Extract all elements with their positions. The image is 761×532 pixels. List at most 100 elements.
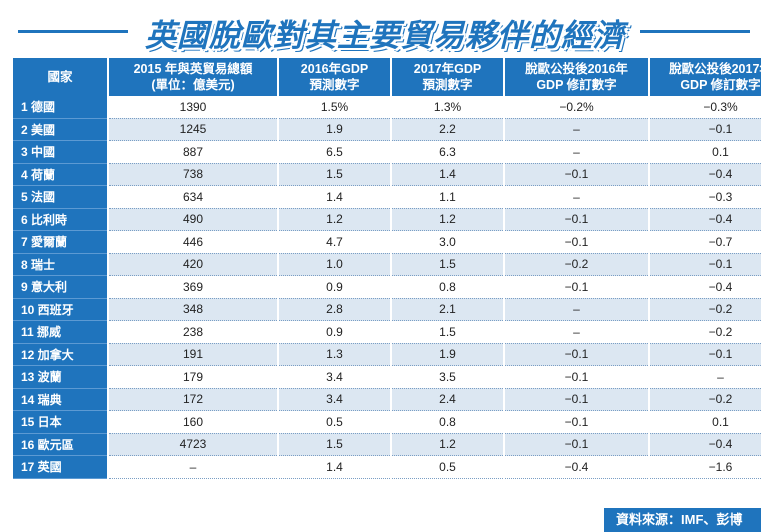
country-cell: 6 比利時: [13, 208, 108, 231]
value-cell: −0.2: [503, 253, 649, 276]
value-cell: 0.9: [277, 275, 391, 299]
country-cell: 13 波蘭: [13, 365, 108, 389]
value-cell: 191: [107, 343, 278, 366]
value-cell: 1.3%: [390, 96, 504, 119]
value-cell: 1.1: [390, 185, 504, 209]
table-row: 15 日本 160 0.5 0.8 −0.1 0.1: [13, 410, 761, 434]
value-cell: 369: [107, 275, 278, 299]
country-cell: 10 西班牙: [13, 298, 108, 321]
value-cell: 634: [107, 185, 278, 209]
title-bar: 英國脫歐對其主要貿易夥伴的經濟影響: [0, 0, 761, 99]
value-cell: −0.4: [648, 433, 761, 456]
value-cell: 1.0: [277, 253, 391, 276]
value-cell: 2.4: [390, 388, 504, 411]
value-cell: 1.5: [277, 433, 391, 456]
table-header-row: 國家 2015 年與英貿易總額 (單位：億美元) 2016年GDP 預測數字 2017年G…: [13, 58, 761, 96]
value-cell: 2.1: [390, 298, 504, 321]
value-cell: −0.1: [648, 118, 761, 141]
value-cell: 1.3: [277, 343, 391, 366]
value-cell: 172: [107, 388, 278, 411]
value-cell: 1.2: [390, 208, 504, 231]
value-cell: −0.1: [503, 208, 649, 231]
table-row: 2 美國 1245 1.9 2.2– −0.1: [13, 118, 761, 141]
column-header: 2015 年與英貿易總額 (單位：億美元): [107, 58, 278, 96]
table-row: 9 意大利 369 0.9 0.8 −0.1 −0.4: [13, 275, 761, 299]
country-cell: 7 愛爾蘭: [13, 230, 108, 254]
value-cell: –: [503, 140, 649, 164]
table-body: 1 德國 1390 1.5% 1.3% −0.2% −0.3% 2 美國 1245 1.9 2.2…: [13, 96, 761, 479]
value-cell: −0.1: [648, 343, 761, 366]
table-row: 13 波蘭 179 3.4 3.5 −0.1–: [13, 365, 761, 389]
value-cell: 420: [107, 253, 278, 276]
value-cell: 6.5: [277, 140, 391, 164]
value-cell: 4.7: [277, 230, 391, 254]
country-cell: 3 中國: [13, 140, 108, 164]
value-cell: 238: [107, 320, 278, 344]
value-cell: 1.5: [390, 253, 504, 276]
value-cell: 1.2: [390, 433, 504, 456]
value-cell: 3.0: [390, 230, 504, 254]
table-row: 16 歐元區 4723 1.5 1.2 −0.1 −0.4: [13, 433, 761, 456]
table-row: 14 瑞典 172 3.4 2.4 −0.1 −0.2: [13, 388, 761, 411]
value-cell: 0.5: [390, 455, 504, 479]
value-cell: −1.6: [648, 455, 761, 479]
value-cell: 1.9: [390, 343, 504, 366]
country-cell: 4 荷蘭: [13, 163, 108, 186]
value-cell: −0.1: [503, 163, 649, 186]
value-cell: −0.1: [503, 230, 649, 254]
value-cell: −0.2: [648, 320, 761, 344]
value-cell: 0.1: [648, 140, 761, 164]
column-header: 國家: [13, 58, 108, 96]
value-cell: 6.3: [390, 140, 504, 164]
value-cell: −0.2%: [503, 96, 649, 119]
value-cell: 490: [107, 208, 278, 231]
title-rule-right: [640, 30, 750, 33]
table-row: 8 瑞士 420 1.0 1.5 −0.2 −0.1: [13, 253, 761, 276]
value-cell: 179: [107, 365, 278, 389]
table-row: 1 德國 1390 1.5% 1.3% −0.2% −0.3%: [13, 96, 761, 119]
value-cell: –: [503, 298, 649, 321]
table-row: 5 法國 634 1.4 1.1– −0.3: [13, 185, 761, 209]
country-cell: 15 日本: [13, 410, 108, 434]
source-note: 資料來源：IMF、彭博: [604, 508, 761, 532]
value-cell: 1.5%: [277, 96, 391, 119]
value-cell: 0.9: [277, 320, 391, 344]
value-cell: 1.5: [390, 320, 504, 344]
value-cell: 1.9: [277, 118, 391, 141]
value-cell: 887: [107, 140, 278, 164]
country-cell: 9 意大利: [13, 275, 108, 299]
column-header: 脫歐公投後2016年 GDP 修訂數字: [503, 58, 649, 96]
value-cell: 0.8: [390, 410, 504, 434]
gdp-table: 國家 2015 年與英貿易總額 (單位：億美元) 2016年GDP 預測數字 2017年G…: [13, 58, 761, 479]
value-cell: –: [107, 455, 278, 479]
title-rule-left: [18, 30, 128, 33]
country-cell: 1 德國: [13, 96, 108, 119]
table-row: 3 中國 887 6.5 6.3–0.1: [13, 140, 761, 164]
value-cell: −0.1: [503, 343, 649, 366]
value-cell: −0.2: [648, 298, 761, 321]
value-cell: 4723: [107, 433, 278, 456]
value-cell: 1.2: [277, 208, 391, 231]
value-cell: 3.5: [390, 365, 504, 389]
table-row: 4 荷蘭 738 1.5 1.4 −0.1 −0.4: [13, 163, 761, 186]
value-cell: 1.4: [390, 163, 504, 186]
value-cell: 1390: [107, 96, 278, 119]
value-cell: −0.7: [648, 230, 761, 254]
value-cell: 3.4: [277, 388, 391, 411]
table-row: 12 加拿大 191 1.3 1.9 −0.1 −0.1: [13, 343, 761, 366]
value-cell: 1245: [107, 118, 278, 141]
value-cell: –: [503, 320, 649, 344]
value-cell: −0.1: [503, 410, 649, 434]
country-cell: 14 瑞典: [13, 388, 108, 411]
table-row: 6 比利時 490 1.2 1.2 −0.1 −0.4: [13, 208, 761, 231]
country-cell: 2 美國: [13, 118, 108, 141]
value-cell: –: [503, 185, 649, 209]
value-cell: −0.2: [648, 388, 761, 411]
value-cell: −0.4: [648, 275, 761, 299]
value-cell: 0.1: [648, 410, 761, 434]
country-cell: 8 瑞士: [13, 253, 108, 276]
table-row: 10 西班牙 348 2.8 2.1– −0.2: [13, 298, 761, 321]
country-cell: 16 歐元區: [13, 433, 108, 456]
value-cell: 738: [107, 163, 278, 186]
value-cell: −0.4: [648, 208, 761, 231]
